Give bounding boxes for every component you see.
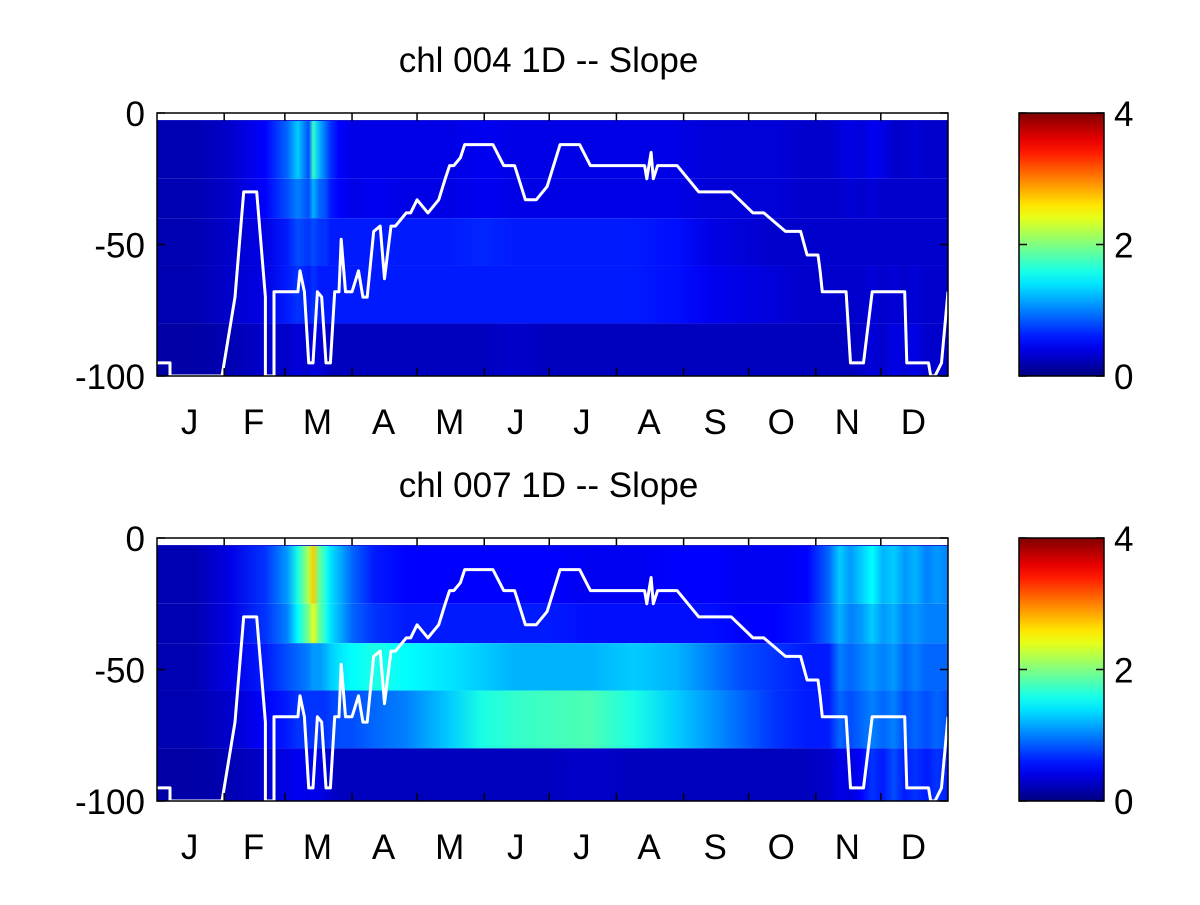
x-tick-label: J — [573, 403, 591, 442]
x-tick-label: M — [435, 828, 464, 867]
heatmap-band — [157, 218, 948, 266]
x-tick-label: A — [372, 403, 396, 442]
colorbar-tick-label: 4 — [1114, 95, 1133, 134]
heatmap-band — [157, 748, 948, 801]
x-tick-label: J — [507, 828, 525, 867]
x-tick-label: D — [901, 403, 926, 442]
heatmap-band — [157, 323, 948, 376]
colorbar: 4 2 0 — [1018, 520, 1133, 822]
x-tick-label: N — [835, 403, 860, 442]
heatmap-cells — [157, 113, 948, 376]
x-tick-label: O — [768, 828, 795, 867]
y-tick-label: 0 — [126, 95, 145, 134]
y-tick-label: -50 — [94, 652, 145, 691]
colorbar-scale — [1018, 537, 1105, 802]
heatmap-band — [157, 178, 948, 219]
heatmap-top-gap — [157, 538, 948, 545]
heatmap-band — [157, 643, 948, 691]
y-tick-label: -100 — [75, 358, 145, 397]
x-tick-label: J — [507, 403, 525, 442]
chart-title: chl 007 1D -- Slope — [399, 466, 699, 505]
x-tick-label: M — [303, 828, 332, 867]
colorbar-tick-label: 4 — [1114, 520, 1133, 559]
x-tick-label: S — [703, 828, 726, 867]
x-tick-label: O — [768, 403, 795, 442]
x-tick-label: M — [303, 403, 332, 442]
x-tick-label: A — [372, 828, 396, 867]
y-tick-label: -50 — [94, 227, 145, 266]
heatmap-band — [157, 690, 948, 749]
x-tick-label: J — [573, 828, 591, 867]
depth-line — [157, 568, 948, 801]
colorbar-tick-label: 2 — [1114, 227, 1133, 266]
x-tick-label: A — [637, 828, 661, 867]
x-tick-label: J — [181, 403, 199, 442]
heatmap-top-gap — [157, 113, 948, 120]
x-tick-label: M — [435, 403, 464, 442]
colorbar-tick-label: 0 — [1114, 783, 1133, 822]
colorbar-tick-label: 2 — [1114, 652, 1133, 691]
chart-title: chl 004 1D -- Slope — [399, 41, 699, 80]
colorbar-scale — [1018, 112, 1105, 377]
x-tick-label: S — [703, 403, 726, 442]
heatmap-cells — [157, 538, 948, 801]
y-tick-label: 0 — [126, 520, 145, 559]
x-tick-label: A — [637, 403, 661, 442]
x-tick-label: J — [181, 828, 199, 867]
x-tick-label: D — [901, 828, 926, 867]
x-tick-label: F — [243, 828, 264, 867]
y-tick-label: -100 — [75, 783, 145, 822]
heatmap-band — [157, 265, 948, 324]
heatmap-band — [157, 603, 948, 644]
x-tick-label: N — [835, 828, 860, 867]
x-tick-label: F — [243, 403, 264, 442]
depth-line — [157, 143, 948, 376]
colorbar-tick-label: 0 — [1114, 358, 1133, 397]
colorbar: 4 2 0 — [1018, 95, 1133, 397]
